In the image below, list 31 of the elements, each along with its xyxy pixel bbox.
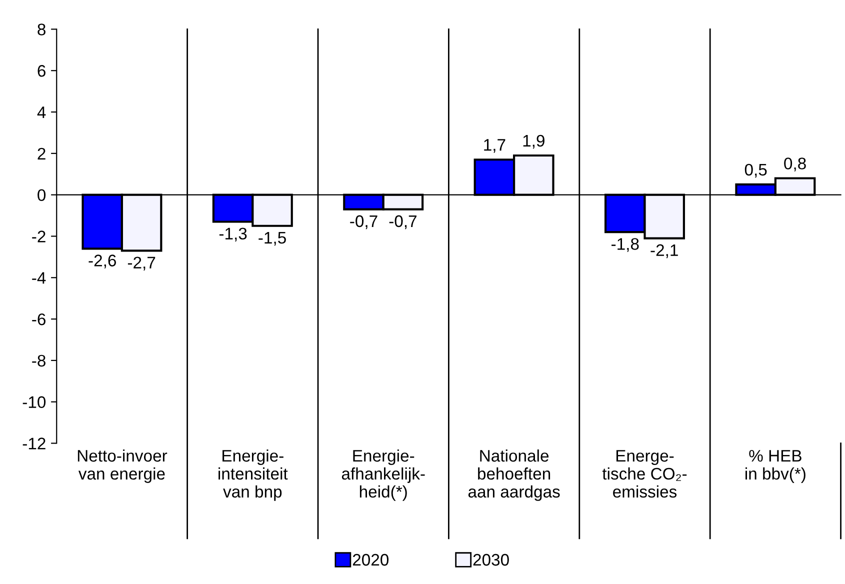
x-tick-label: Netto-invoer van energie [78,449,168,483]
data-label: -1,5 [258,232,286,246]
data-label: 0,8 [784,158,806,172]
data-label: 1,9 [523,134,544,149]
x-tick-label: Energe- tische CO₂- emissies [602,450,687,498]
y-tick-label: -10 [22,396,46,408]
y-tick-label: 4 [37,106,46,118]
data-label: 1,7 [484,139,506,153]
x-tick-label: Nationale behoeften aan aardgas [468,449,560,501]
data-label: -2,6 [88,254,116,268]
data-label: -1,3 [219,228,247,242]
legend-label: 2020 [352,554,389,566]
y-tick-label: -4 [32,272,46,284]
data-label: -2,7 [128,256,156,270]
data-label: -0,7 [389,215,416,230]
data-label: -1,8 [612,238,639,252]
y-tick-label: 8 [38,24,46,36]
y-tick-label: -12 [22,438,46,450]
data-label: 0,5 [744,164,767,178]
y-tick-label: 6 [38,65,46,77]
x-tick-label: % HEB in bbv(*) [746,450,806,483]
x-tick-label: Energie- afhankelijk- heid(*) [342,449,425,501]
y-tick-label: 2 [38,148,46,160]
data-label: -0,7 [350,215,378,230]
y-tick-label: -8 [32,354,46,367]
y-tick-label: -6 [32,313,46,326]
x-tick-label: Energie- intensiteit van bnp [218,449,288,501]
y-tick-label: 0 [38,189,46,202]
data-label: -2,1 [650,244,678,258]
legend-label: 2030 [473,554,509,566]
y-tick-label: -2 [32,230,46,242]
